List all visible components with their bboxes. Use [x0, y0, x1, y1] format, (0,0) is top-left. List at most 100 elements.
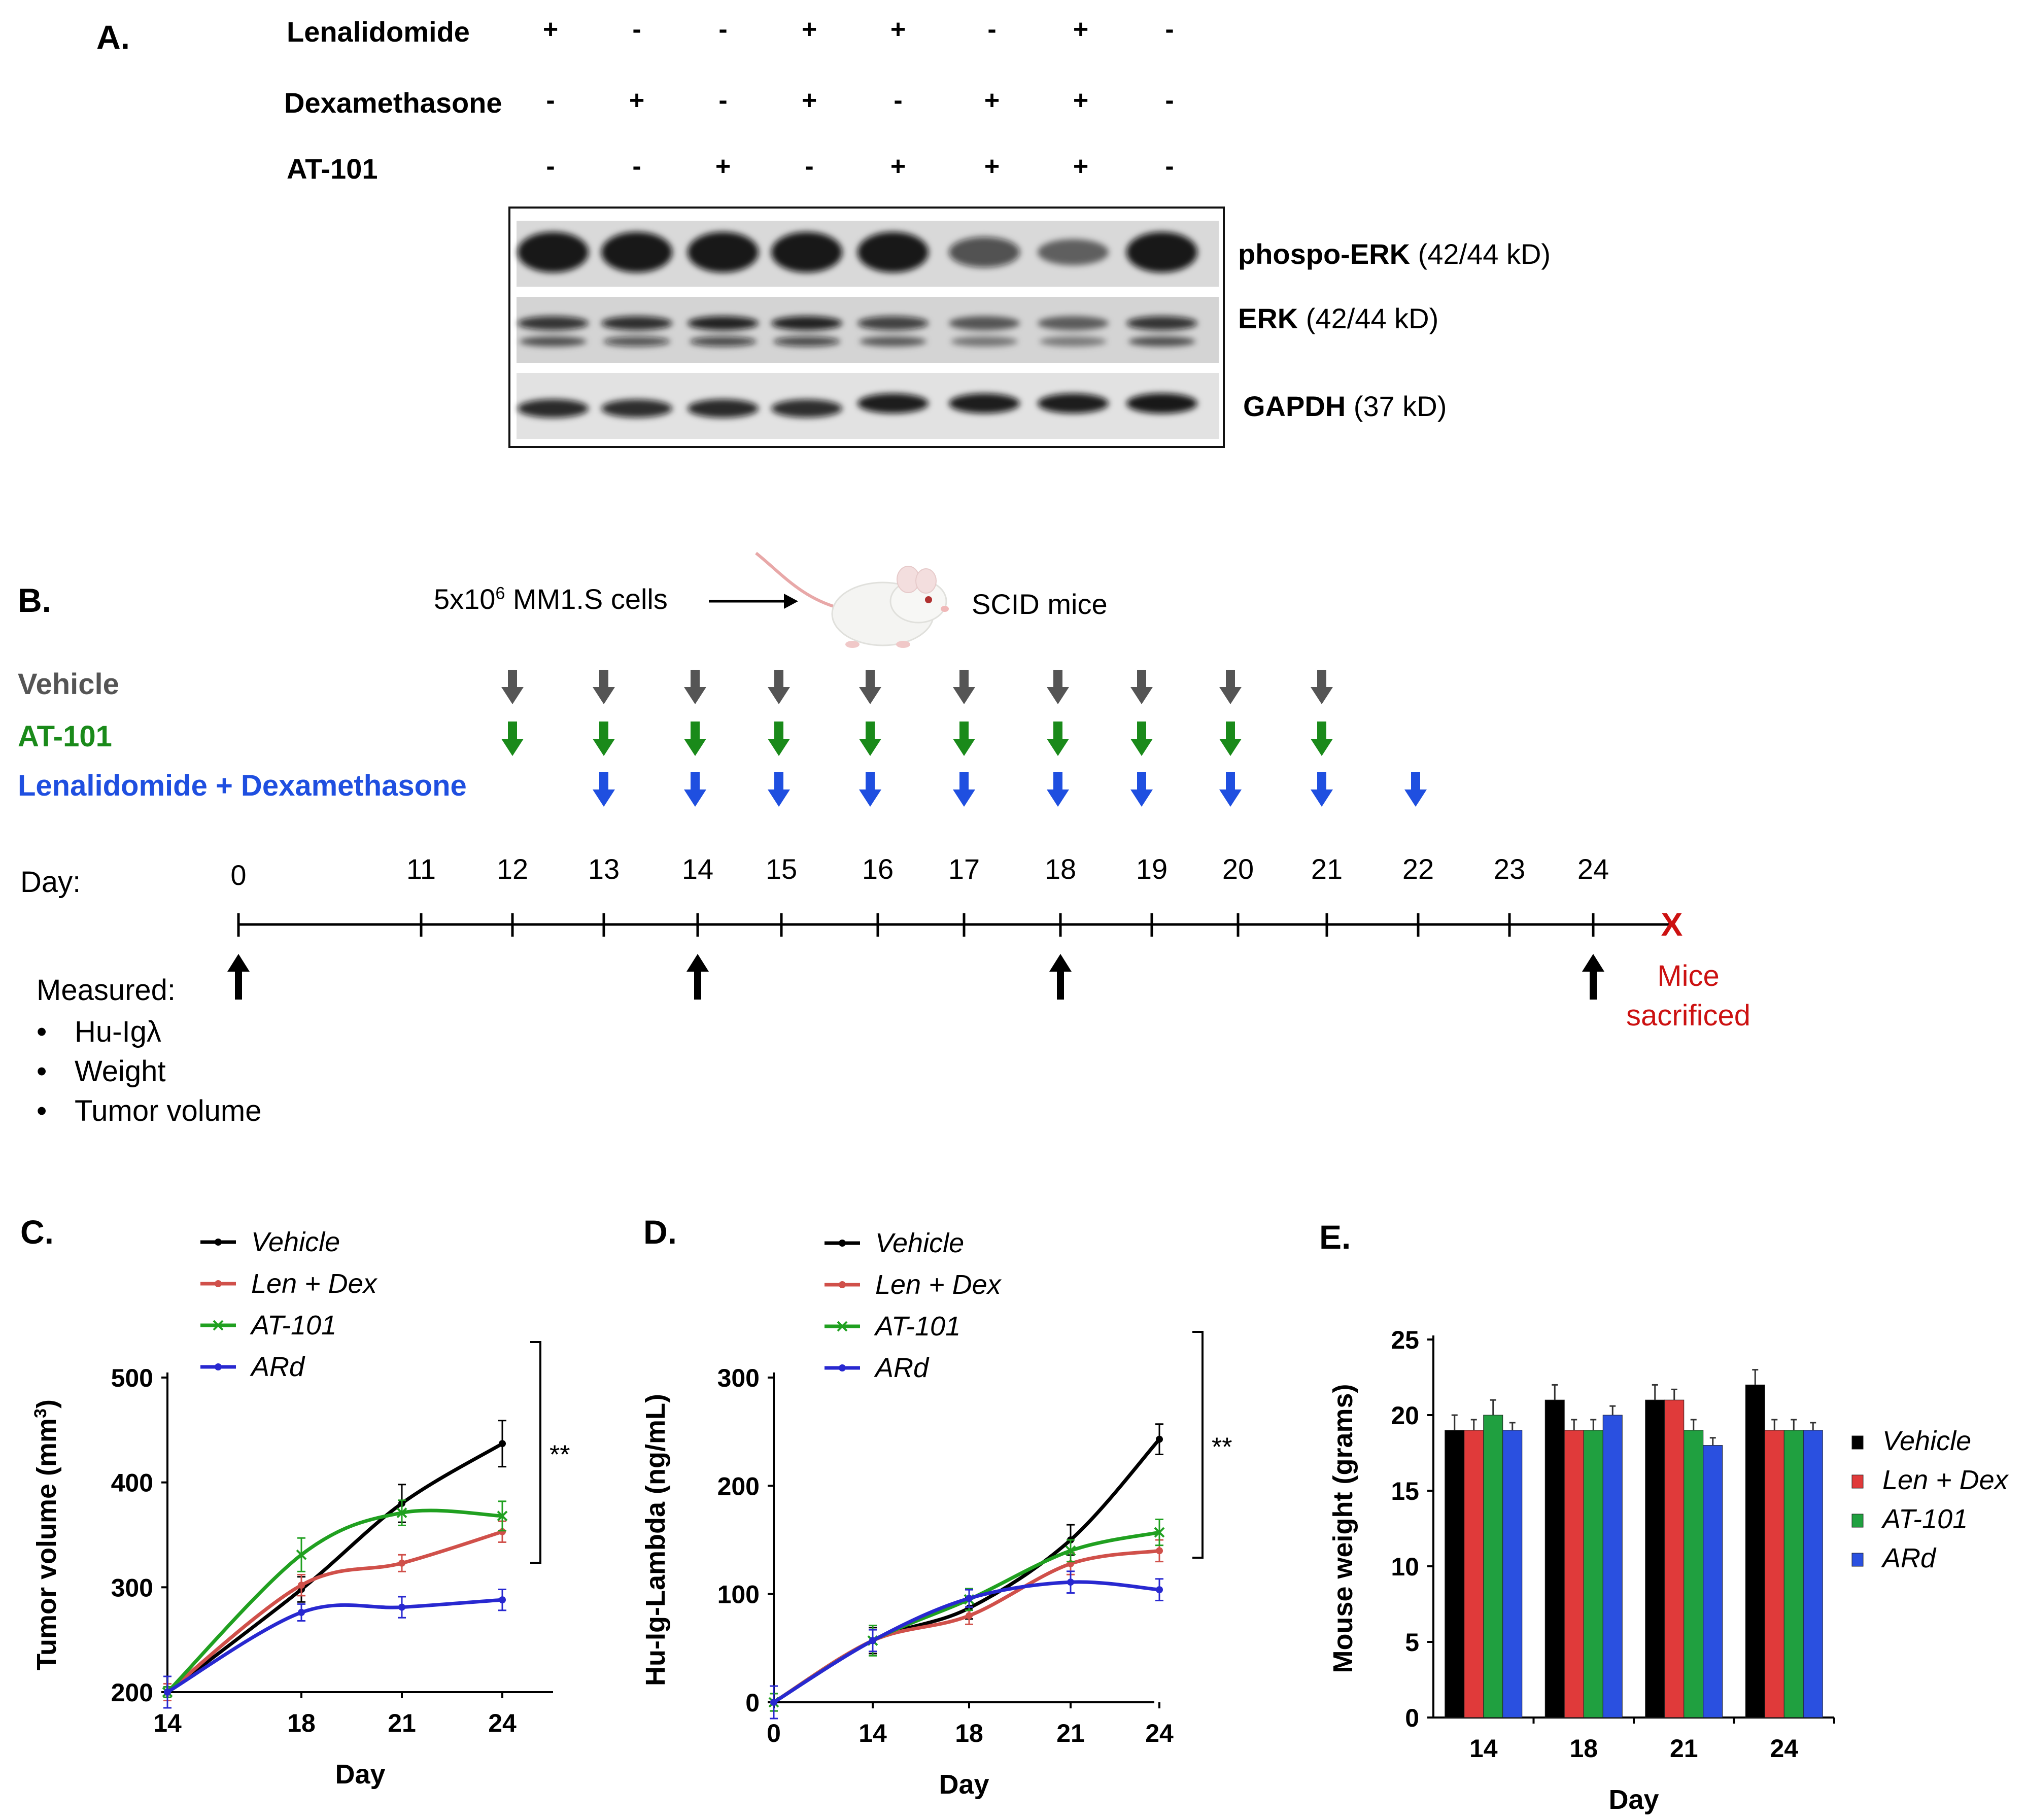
- significance-label: **: [1212, 1433, 1232, 1462]
- y-tick-label: 10: [1391, 1553, 1419, 1581]
- dose-arrow: [1311, 722, 1333, 756]
- series-line: [166, 1598, 503, 1694]
- day-number: 23: [1493, 853, 1526, 885]
- bar: [1583, 1430, 1603, 1718]
- blot-band: [860, 336, 926, 347]
- x-tick-label: 18: [955, 1719, 983, 1747]
- x-tick-label: 21: [1056, 1719, 1085, 1747]
- treatment-sign: +: [890, 152, 906, 181]
- x-tick-label: 14: [153, 1709, 182, 1737]
- treatment-name: Lenalidomide: [287, 16, 470, 48]
- data-point: [497, 1510, 508, 1522]
- x-axis-label: Day: [939, 1769, 989, 1800]
- day-number: 18: [1044, 853, 1077, 885]
- significance-bracket: [1192, 1331, 1204, 1559]
- injection-arrow: [709, 594, 798, 609]
- blot-label-erk: ERK (42/44 kD): [1238, 302, 1439, 334]
- measured-item: • Hu-Igλ: [37, 1015, 161, 1048]
- x-axis-label: Day: [335, 1759, 385, 1790]
- dose-arrow: [953, 722, 975, 756]
- y-tick-label: 500: [111, 1364, 153, 1392]
- blot-band: [1126, 232, 1197, 272]
- series-line: [166, 1530, 503, 1694]
- bar: [1684, 1430, 1704, 1718]
- dose-arrow: [859, 722, 881, 756]
- day-number: 17: [948, 853, 980, 885]
- treatment-sign: +: [890, 15, 906, 44]
- treatment-sign: -: [894, 86, 903, 115]
- blot-band: [1040, 336, 1107, 347]
- data-point: [1156, 1435, 1163, 1443]
- x-axis-label: Day: [1608, 1784, 1659, 1815]
- legend-marker: [215, 1280, 222, 1287]
- panel-a-letter: A.: [96, 18, 130, 56]
- dose-arrow: [1130, 722, 1153, 756]
- dose-arrow: [684, 670, 706, 704]
- blot-band: [771, 399, 842, 418]
- treatment-sign: -: [546, 86, 555, 115]
- dose-arrow: [953, 670, 975, 704]
- treatment-sign: +: [542, 15, 559, 44]
- dose-arrow: [1047, 722, 1069, 756]
- blot-band: [1126, 316, 1197, 330]
- measured-title: Measured:: [37, 974, 176, 1007]
- legend-label: Vehicle: [251, 1227, 340, 1257]
- dose-arrow: [684, 772, 706, 807]
- legend-swatch: [1851, 1435, 1864, 1450]
- end-x-marker: X: [1661, 906, 1683, 943]
- bar: [1764, 1430, 1784, 1718]
- bar: [1803, 1430, 1823, 1718]
- y-tick-label: 300: [111, 1573, 153, 1602]
- treatment-sign: +: [629, 86, 645, 115]
- data-point: [398, 1603, 405, 1611]
- dose-arrow: [768, 670, 790, 704]
- day-number: 22: [1402, 853, 1434, 885]
- day-number: 20: [1222, 853, 1254, 885]
- blot-band: [771, 232, 842, 272]
- panel-d-letter: D.: [643, 1213, 677, 1251]
- data-point: [966, 1595, 973, 1602]
- bar: [1564, 1430, 1584, 1718]
- legend-label: AT-101: [1881, 1504, 1968, 1534]
- blot-band: [771, 316, 842, 330]
- y-tick-label: 15: [1391, 1477, 1419, 1505]
- treatment-sign: +: [801, 15, 817, 44]
- dose-arrow: [768, 722, 790, 756]
- data-point: [770, 1699, 777, 1706]
- blot-band: [1038, 316, 1109, 330]
- x-tick-label: 24: [1770, 1734, 1798, 1763]
- x-tick-label: 24: [1145, 1719, 1174, 1747]
- blot-band: [1126, 393, 1197, 414]
- y-tick-label: 200: [111, 1678, 153, 1707]
- x-tick-label: 18: [1569, 1734, 1598, 1763]
- day-number: 14: [681, 853, 714, 885]
- dose-arrow: [1219, 670, 1242, 704]
- day-label: Day:: [20, 866, 81, 899]
- treatment-sign: +: [984, 86, 1000, 115]
- blot-band: [601, 232, 672, 272]
- measured-item: • Weight: [37, 1055, 166, 1088]
- legend-marker: [215, 1239, 222, 1246]
- measure-arrow: [686, 954, 709, 1000]
- blot-band: [601, 399, 672, 418]
- treatment-sign: -: [987, 15, 997, 44]
- legend-label: AT-101: [250, 1310, 336, 1341]
- blot-band: [601, 316, 672, 330]
- blot-band: [690, 336, 757, 347]
- data-point: [298, 1608, 305, 1616]
- bar: [1745, 1384, 1765, 1718]
- data-point: [1154, 1527, 1165, 1538]
- blot-band: [1038, 393, 1109, 414]
- group-label-len-dex: Lenalidomide + Dexamethasone: [18, 769, 467, 802]
- chart-hu-ig-lambda: 0 100 200 300 0 14 18 21 24 Day Hu-Ig-Lambda (ng/m…: [640, 1228, 1232, 1800]
- end-label: Mice sacrificed: [1626, 956, 1750, 1036]
- day-number: 11: [406, 853, 436, 885]
- dose-arrow: [1311, 670, 1333, 704]
- series-line: [773, 1549, 1160, 1704]
- day-number: 0: [230, 859, 247, 891]
- day-number: 19: [1136, 853, 1168, 885]
- data-point: [296, 1549, 307, 1560]
- legend-label: Len + Dex: [1882, 1465, 2009, 1495]
- treatment-sign: +: [984, 152, 1000, 181]
- measure-arrow: [227, 954, 250, 1000]
